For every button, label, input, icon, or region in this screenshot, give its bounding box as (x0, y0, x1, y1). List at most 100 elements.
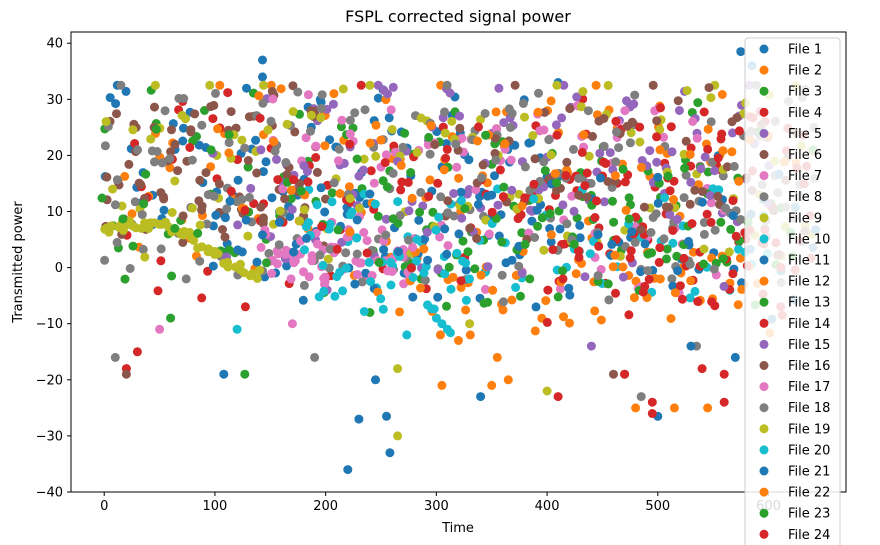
data-point (456, 187, 466, 197)
data-point (636, 392, 646, 402)
data-point (121, 86, 131, 96)
data-point (645, 146, 655, 156)
data-point (653, 198, 663, 208)
data-point (718, 146, 728, 156)
data-point (517, 201, 527, 211)
data-point (330, 291, 340, 301)
data-point (665, 186, 675, 196)
data-point (530, 154, 540, 164)
data-point (397, 177, 407, 187)
data-point (286, 274, 296, 284)
data-point (452, 248, 462, 258)
data-point (424, 191, 434, 201)
data-point (256, 242, 266, 252)
series-20 (300, 185, 474, 340)
data-point (724, 247, 734, 257)
data-point (240, 302, 250, 312)
data-point (335, 267, 345, 277)
data-point (569, 144, 578, 154)
legend-marker (759, 171, 769, 181)
data-point (580, 181, 590, 191)
data-point (517, 268, 527, 278)
data-point (618, 164, 628, 174)
data-point (699, 107, 709, 117)
data-point (262, 258, 271, 268)
data-point (258, 72, 267, 82)
data-point (595, 148, 605, 158)
data-point (533, 221, 543, 231)
data-point (494, 83, 504, 93)
data-point (539, 157, 549, 167)
data-point (362, 236, 372, 246)
data-point (537, 213, 547, 223)
data-point (481, 130, 491, 140)
data-point (433, 292, 443, 302)
data-point (603, 80, 613, 90)
data-point (386, 280, 396, 290)
data-point (716, 217, 726, 227)
data-point (643, 266, 653, 276)
data-point (159, 194, 169, 204)
data-point (165, 154, 175, 164)
data-point (588, 131, 597, 141)
data-point (120, 274, 130, 284)
data-point (473, 136, 482, 146)
data-point (354, 171, 364, 181)
data-point (295, 216, 305, 226)
data-point (609, 369, 618, 379)
data-point (304, 218, 313, 227)
data-point (116, 80, 126, 90)
data-point (386, 257, 396, 267)
data-point (345, 194, 355, 203)
data-point (133, 145, 143, 155)
data-point (679, 193, 689, 203)
data-point (721, 203, 730, 213)
data-point (371, 375, 380, 385)
data-point (454, 229, 464, 239)
data-point (455, 123, 465, 133)
data-point (97, 193, 107, 203)
data-point (457, 213, 467, 223)
data-point (244, 192, 254, 202)
data-point (300, 245, 309, 255)
data-point (241, 215, 251, 225)
data-point (237, 135, 247, 145)
data-point (652, 116, 662, 126)
data-point (426, 121, 436, 131)
data-point (546, 96, 556, 106)
data-point (571, 269, 581, 279)
data-point (274, 217, 284, 227)
data-point (611, 116, 621, 126)
data-point (487, 380, 497, 390)
x-tick-label: 0 (100, 499, 108, 514)
data-point (699, 229, 709, 239)
data-point (681, 170, 691, 180)
data-point (167, 125, 176, 135)
data-point (320, 277, 330, 287)
data-point (128, 241, 138, 251)
legend-marker (759, 508, 769, 518)
data-point (483, 297, 493, 307)
legend-marker (759, 403, 769, 413)
data-point (350, 108, 360, 118)
data-point (281, 158, 291, 167)
legend-marker (759, 445, 769, 455)
data-point (316, 183, 326, 193)
data-point (592, 196, 601, 206)
data-point (603, 177, 613, 186)
data-point (719, 397, 729, 407)
legend-marker (759, 487, 769, 497)
data-point (436, 192, 446, 202)
data-point (625, 253, 635, 263)
data-point (559, 312, 568, 322)
legend-label: File 23 (788, 507, 830, 522)
data-point (137, 210, 147, 220)
data-point (220, 232, 230, 242)
x-tick-label: 500 (645, 499, 670, 514)
data-point (354, 203, 364, 213)
data-point (240, 369, 250, 379)
data-point (473, 199, 483, 209)
data-point (447, 116, 457, 126)
data-point (599, 141, 609, 151)
data-point (431, 313, 441, 323)
